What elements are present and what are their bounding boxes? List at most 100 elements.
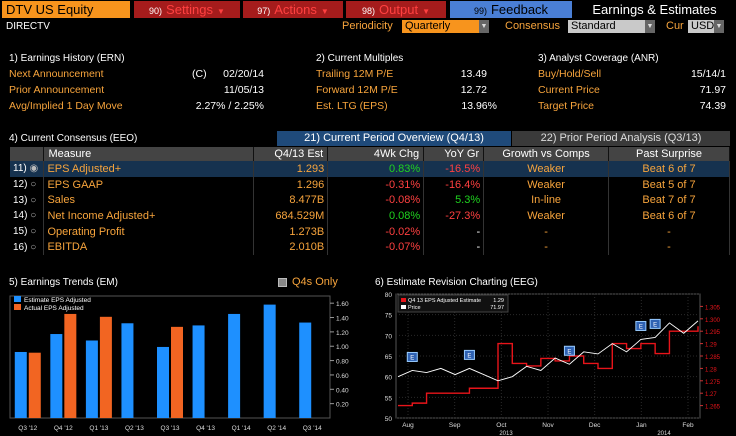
x-tick-label: Q1 '14: [232, 425, 251, 432]
right-tick-label: 1.300: [705, 318, 721, 324]
chevron-down-icon: ▼: [422, 7, 430, 16]
plot-area: [9, 295, 331, 419]
measure-name: EPS GAAP: [43, 176, 255, 193]
settings-label: Settings: [166, 2, 214, 17]
ticker-field[interactable]: DTV US Equity: [2, 1, 130, 18]
row-number: 14): [13, 210, 28, 222]
row-index: 13) ○: [10, 192, 45, 209]
target-price-value: 74.39: [699, 100, 726, 112]
legend-box: [397, 294, 509, 313]
yoy-growth: -16.5%: [423, 161, 485, 177]
past-surprise: -: [608, 223, 730, 240]
x-tick-label: Q3 '14: [303, 425, 322, 432]
chevron-down-icon[interactable]: ▼: [645, 20, 655, 33]
growth-vs-comps: Weaker: [483, 161, 610, 177]
forward-pe-value: 12.72: [460, 84, 487, 96]
earnings-trends-title[interactable]: 5) Earnings Trends (EM): [9, 277, 118, 288]
x-tick-label: Feb: [682, 422, 694, 429]
consensus-select[interactable]: Standard: [568, 20, 645, 33]
legend-swatch-price: [401, 305, 406, 309]
settings-button[interactable]: 90) Settings ▼: [134, 1, 240, 18]
row-number: 12): [13, 179, 28, 191]
left-tick-label: 60: [385, 375, 393, 382]
prior-announcement-label: Prior Announcement: [9, 84, 105, 96]
q4s-only-label[interactable]: Q4s Only: [292, 276, 338, 288]
x-tick-label: Oct: [496, 422, 506, 429]
radio-button-icon[interactable]: ○: [27, 194, 37, 206]
yoy-growth: -27.3%: [423, 208, 485, 224]
radio-button-icon[interactable]: ○: [27, 241, 37, 253]
four-week-change: -0.07%: [327, 239, 425, 256]
table-row[interactable]: 14) ○ Net Income Adjusted+ 684.529M 0.08% -2…: [10, 208, 730, 224]
earnings-flag-icon: [649, 318, 661, 329]
row-index: 14) ○: [10, 208, 45, 224]
current-multiples-title[interactable]: 2) Current Multiples: [316, 53, 404, 64]
y-tick-label: 0.40: [336, 387, 349, 394]
periodicity-select[interactable]: Quarterly: [402, 20, 479, 33]
analyst-coverage-title[interactable]: 3) Analyst Coverage (ANR): [538, 53, 659, 64]
next-announcement-value: 02/20/14: [223, 68, 264, 80]
consensus-table: Measure Q4/13 Est 4Wk Chg YoY Gr Growth …: [10, 147, 730, 256]
consensus-title[interactable]: 4) Current Consensus (EEO): [9, 133, 138, 144]
x-tick-label: Jan: [636, 422, 647, 429]
earnings-history-title[interactable]: 1) Earnings History (ERN): [9, 53, 125, 64]
table-row[interactable]: 16) ○ EBITDA 2.010B -0.07% - - -: [10, 239, 730, 256]
row-index: 16) ○: [10, 239, 45, 256]
currency-select[interactable]: USD: [688, 20, 714, 33]
row-number: 13): [13, 194, 28, 206]
actions-button[interactable]: 97) Actions ▼: [243, 1, 343, 18]
q4s-only-checkbox[interactable]: [278, 278, 287, 287]
yoy-growth: -: [423, 239, 485, 256]
chevron-down-icon[interactable]: ▼: [479, 20, 489, 33]
radio-button-icon[interactable]: ◉: [26, 163, 39, 175]
estimate-bar: [192, 325, 205, 418]
output-label: Output: [379, 2, 419, 17]
table-row[interactable]: 13) ○ Sales 8.477B -0.08% 5.3% In-line Beat 7 …: [10, 192, 730, 209]
trailing-pe-label: Trailing 12M P/E: [316, 68, 394, 80]
column-header-surprise[interactable]: Past Surprise: [608, 147, 730, 161]
four-week-change: -0.02%: [327, 223, 425, 240]
radio-button-icon[interactable]: ○: [27, 179, 37, 191]
radio-button-icon[interactable]: ○: [27, 226, 37, 238]
growth-vs-comps: -: [483, 223, 610, 240]
legend-swatch-actual: [14, 304, 21, 310]
column-header-4wk-chg[interactable]: 4Wk Chg: [327, 147, 425, 161]
current-price-label: Current Price: [538, 84, 600, 96]
column-header-estimate[interactable]: Q4/13 Est: [253, 147, 329, 161]
buy-hold-sell-value: 15/14/1: [690, 68, 726, 80]
column-header-comps[interactable]: Growth vs Comps: [483, 147, 610, 161]
four-week-change: 0.08%: [327, 208, 425, 224]
past-surprise: Beat 5 of 7: [608, 176, 730, 193]
growth-vs-comps: In-line: [483, 192, 610, 209]
table-row[interactable]: 15) ○ Operating Profit 1.273B -0.02% - - -: [10, 223, 730, 240]
column-header-measure[interactable]: Measure: [43, 147, 255, 161]
legend-swatch-estimate: [401, 298, 406, 302]
radio-button-icon[interactable]: ○: [27, 210, 37, 222]
estimate-value: 1.273B: [253, 223, 329, 240]
row-number: 16): [13, 241, 28, 253]
x-tick-label: Dec: [589, 422, 601, 429]
x-tick-label: Q3 '13: [161, 425, 180, 432]
column-header-yoy[interactable]: YoY Gr: [423, 147, 485, 161]
feedback-button[interactable]: 99) Feedback: [450, 1, 572, 18]
actual-bar: [28, 352, 41, 418]
chevron-down-icon[interactable]: ▼: [714, 20, 724, 33]
yoy-growth: -16.4%: [423, 176, 485, 193]
left-tick-label: 80: [385, 292, 393, 299]
table-row[interactable]: 12) ○ EPS GAAP 1.296 -0.31% -16.4% Weaker Beat…: [10, 176, 730, 193]
output-num: 98): [362, 6, 376, 16]
output-button[interactable]: 98) Output ▼: [346, 1, 446, 18]
settings-num: 90): [149, 6, 163, 16]
earnings-flag-icon: [563, 345, 575, 356]
earnings-flag-icon: [635, 320, 647, 331]
earnings-flag-label: E: [467, 353, 471, 359]
periodicity-label: Periodicity: [342, 20, 393, 32]
table-row[interactable]: 11) ◉ EPS Adjusted+ 1.293 0.83% -16.5% Weaker…: [10, 161, 730, 177]
right-tick-label: 1.285: [705, 355, 721, 361]
x-tick-label: Q4 '12: [54, 425, 73, 432]
left-tick-label: 75: [385, 313, 393, 320]
tab-current-period[interactable]: 21) Current Period Overview (Q4/13): [277, 131, 511, 146]
tab-prior-period[interactable]: 22) Prior Period Analysis (Q3/13): [512, 131, 730, 146]
y-tick-label: 1.60: [336, 301, 349, 308]
revision-chart-title[interactable]: 6) Estimate Revision Charting (EEG): [375, 277, 538, 288]
